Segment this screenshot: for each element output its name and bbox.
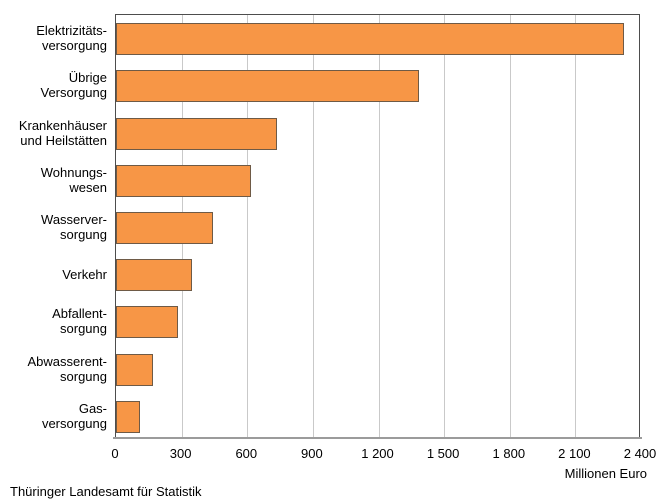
x-axis-tick-label: 900 bbox=[301, 446, 323, 461]
gridline bbox=[444, 15, 446, 437]
x-axis-line bbox=[113, 437, 642, 439]
category-label: Wasserver- sorgung bbox=[41, 212, 107, 242]
category-label: Abfallent- sorgung bbox=[52, 306, 107, 337]
gridline bbox=[575, 15, 577, 437]
category-label: Übrige Versorgung bbox=[40, 70, 108, 101]
category-label: Krankenhäuser und Heilstätten bbox=[18, 117, 107, 148]
bar bbox=[116, 70, 419, 103]
bar bbox=[116, 400, 141, 433]
category-label: Verkehr bbox=[62, 266, 107, 282]
bar bbox=[116, 353, 154, 386]
gridline bbox=[509, 15, 511, 437]
x-axis-tick-label: 1 800 bbox=[492, 446, 526, 461]
gridline bbox=[312, 15, 314, 437]
bar bbox=[116, 23, 624, 56]
bar bbox=[116, 164, 251, 197]
x-axis-tick-label: 2 400 bbox=[623, 446, 657, 461]
x-axis-title: Millionen Euro bbox=[564, 466, 647, 481]
category-label: Gas- versorgung bbox=[41, 400, 107, 431]
x-axis-tick-label: 0 bbox=[111, 446, 119, 461]
category-label: Abwasserent- sorgung bbox=[27, 353, 107, 384]
gridline bbox=[378, 15, 380, 437]
bar bbox=[116, 306, 179, 339]
category-label: Elektrizitäts- versorgung bbox=[36, 23, 107, 54]
category-label-column: Elektrizitäts- versorgung Übrige Versorgu… bbox=[0, 0, 107, 502]
bar bbox=[116, 259, 192, 292]
x-axis-tick-label: 600 bbox=[235, 446, 258, 461]
x-axis-tick-label: 2 100 bbox=[558, 446, 591, 461]
x-axis-tick-label: 1 500 bbox=[426, 446, 460, 461]
plot-area bbox=[115, 14, 640, 438]
gridline bbox=[247, 15, 249, 437]
source-note: Thüringer Landesamt für Statistik bbox=[10, 484, 202, 499]
category-label: Wohnungs- wesen bbox=[40, 164, 107, 195]
x-axis-tick-label: 300 bbox=[169, 446, 192, 461]
x-axis-tick-label: 1 200 bbox=[361, 446, 394, 461]
bar bbox=[116, 212, 214, 244]
bar bbox=[116, 117, 277, 150]
